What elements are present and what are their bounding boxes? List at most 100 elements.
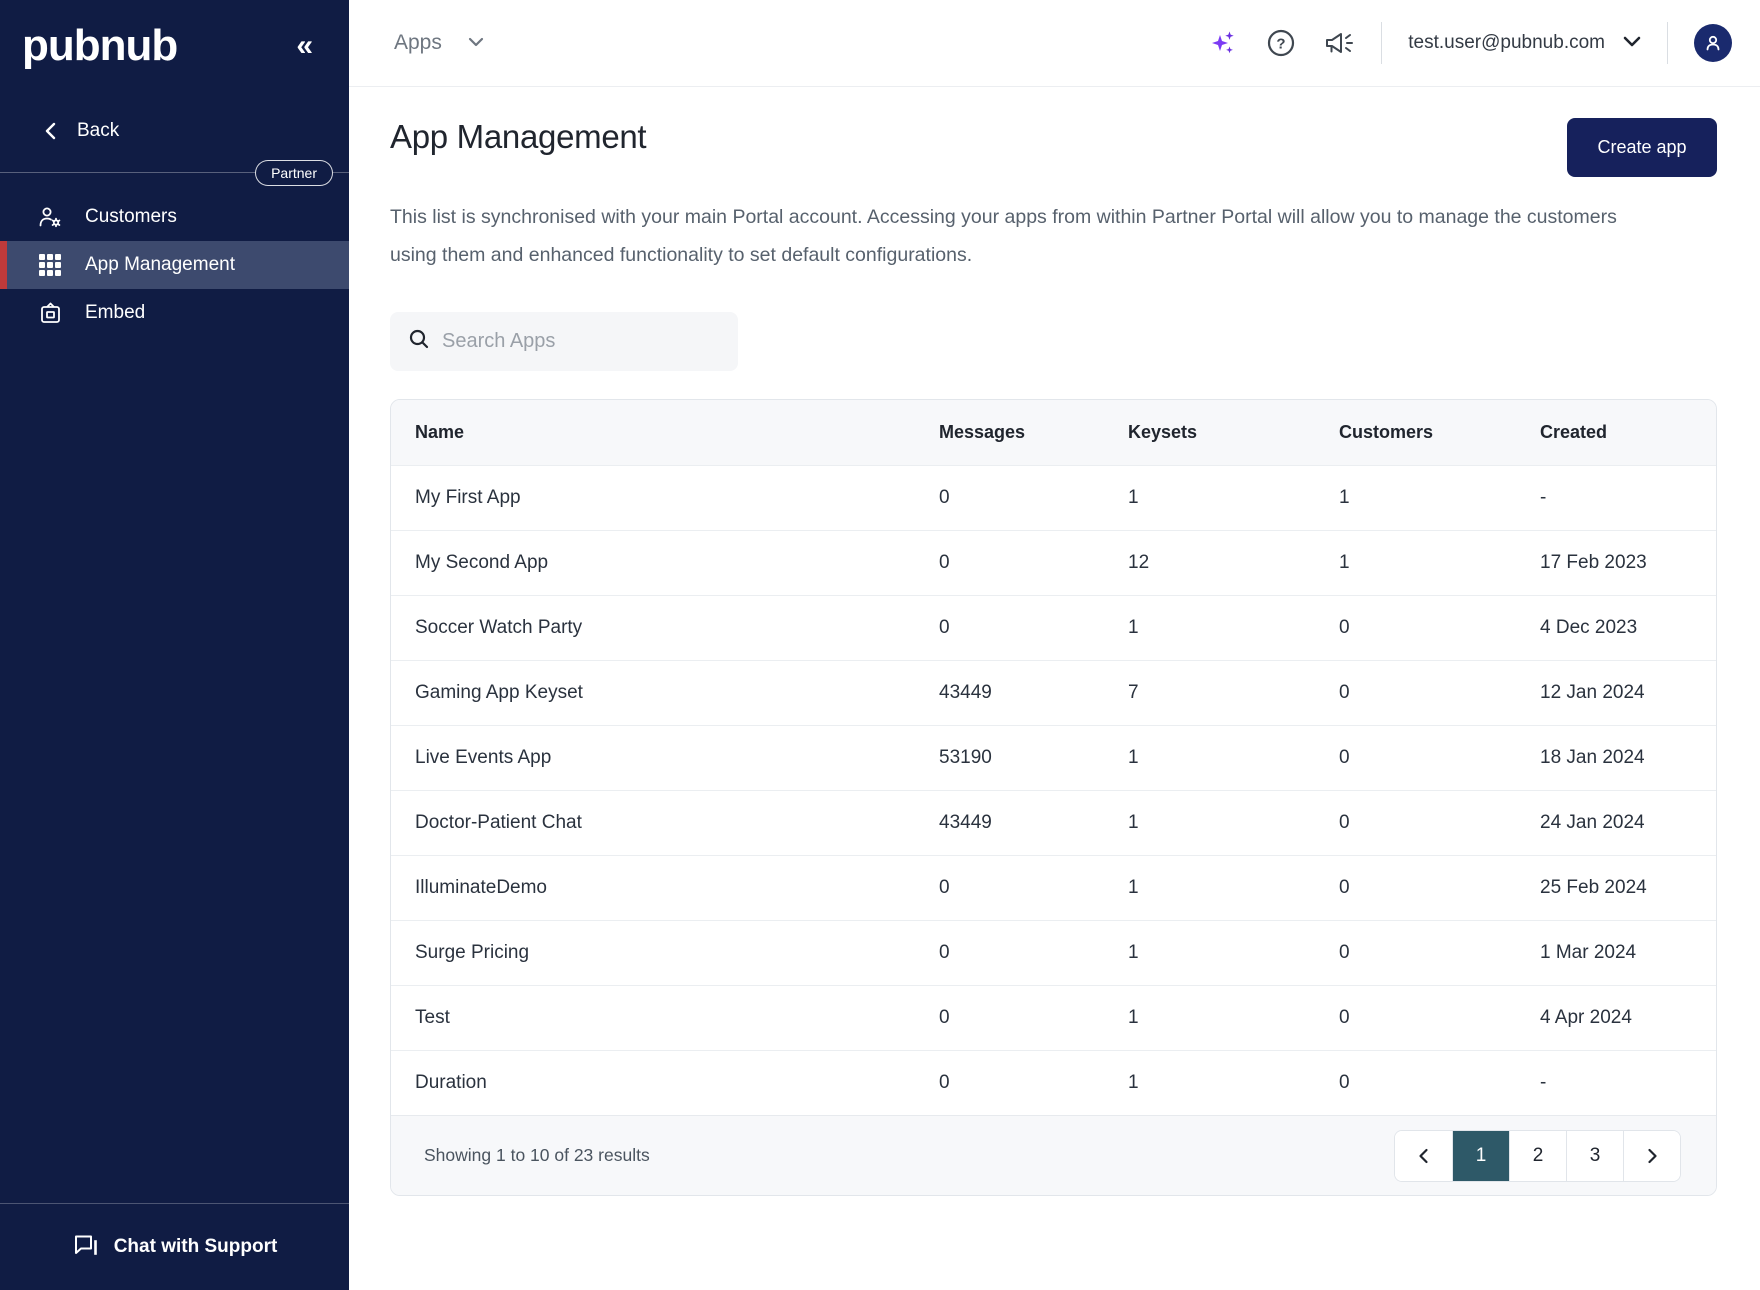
table-row[interactable]: Gaming App Keyset 43449 7 0 12 Jan 2024: [391, 660, 1716, 725]
topbar: Apps ?: [349, 0, 1760, 87]
page-button-2[interactable]: 2: [1509, 1130, 1566, 1181]
cell-keysets: 1: [1128, 942, 1139, 963]
next-page-button[interactable]: [1623, 1130, 1680, 1181]
apps-dropdown-label: Apps: [394, 31, 442, 54]
previous-page-button[interactable]: [1395, 1130, 1452, 1181]
cell-messages: 0: [939, 942, 950, 963]
cell-name: Live Events App: [415, 747, 552, 768]
sidebar: pubnub « Back Partner: [0, 0, 349, 1290]
column-header-messages: Messages: [939, 422, 1026, 442]
cell-keysets: 1: [1128, 487, 1139, 508]
cell-name: Duration: [415, 1072, 487, 1093]
apps-dropdown[interactable]: Apps: [394, 31, 484, 55]
cell-customers: 0: [1339, 812, 1350, 833]
table-row[interactable]: My First App 0 1 1 -: [391, 465, 1716, 530]
cell-created: 18 Jan 2024: [1540, 747, 1645, 768]
app-grid-icon: [37, 254, 63, 276]
chevron-down-icon: [1623, 34, 1641, 52]
column-header-name: Name: [415, 422, 465, 442]
search-apps-field[interactable]: [390, 312, 738, 371]
sidebar-item-app-management[interactable]: App Management: [0, 241, 349, 289]
sidebar-nav: Customers App Management Embed: [0, 193, 349, 337]
ai-sparkles-icon[interactable]: [1207, 27, 1239, 59]
back-button[interactable]: Back: [0, 116, 349, 146]
cell-keysets: 1: [1128, 747, 1139, 768]
cell-name: Surge Pricing: [415, 942, 530, 963]
column-header-keysets: Keysets: [1128, 422, 1198, 442]
topbar-divider: [1381, 22, 1383, 64]
sidebar-divider: Partner: [0, 159, 349, 186]
sidebar-item-label: Embed: [85, 302, 146, 323]
sidebar-item-embed[interactable]: Embed: [0, 289, 349, 337]
table-header-row: Name Messages Keysets Customers Created: [391, 400, 1716, 465]
table-row[interactable]: Test 0 1 0 4 Apr 2024: [391, 985, 1716, 1050]
cell-name: Soccer Watch Party: [415, 617, 583, 638]
cell-customers: 0: [1339, 1007, 1350, 1028]
page-description: This list is synchronised with your main…: [390, 206, 1617, 266]
page-title: App Management: [390, 118, 647, 155]
cell-customers: 0: [1339, 682, 1350, 703]
account-menu[interactable]: test.user@pubnub.com: [1408, 32, 1641, 54]
cell-customers: 0: [1339, 877, 1350, 898]
chat-with-support-button[interactable]: Chat with Support: [0, 1203, 349, 1290]
topbar-divider: [1667, 22, 1668, 64]
apps-table: Name Messages Keysets Customers Created …: [390, 399, 1717, 1196]
cell-customers: 1: [1339, 487, 1350, 508]
page-button-1[interactable]: 1: [1452, 1130, 1509, 1181]
cell-messages: 0: [939, 1007, 950, 1028]
cell-created: 25 Feb 2024: [1540, 877, 1647, 898]
chevron-left-icon: [44, 121, 57, 141]
user-avatar[interactable]: [1694, 24, 1732, 62]
sidebar-item-label: App Management: [85, 254, 235, 275]
table-row[interactable]: Live Events App 53190 1 0 18 Jan 2024: [391, 725, 1716, 790]
create-app-button[interactable]: Create app: [1567, 118, 1717, 177]
cell-created: 4 Apr 2024: [1540, 1007, 1632, 1028]
account-email: test.user@pubnub.com: [1408, 32, 1605, 53]
chevron-down-icon: [468, 34, 484, 52]
cell-messages: 53190: [939, 747, 992, 768]
cell-messages: 0: [939, 1072, 950, 1093]
table-row[interactable]: Doctor-Patient Chat 43449 1 0 24 Jan 202…: [391, 790, 1716, 855]
cell-created: -: [1540, 1072, 1547, 1093]
cell-created: -: [1540, 487, 1547, 508]
collapse-sidebar-icon[interactable]: «: [296, 29, 313, 62]
table-row[interactable]: Soccer Watch Party 0 1 0 4 Dec 2023: [391, 595, 1716, 660]
cell-name: Test: [415, 1007, 450, 1028]
cell-created: 12 Jan 2024: [1540, 682, 1645, 703]
chat-with-support-label: Chat with Support: [113, 1236, 278, 1257]
announcements-megaphone-icon[interactable]: [1323, 27, 1355, 59]
table-row[interactable]: IlluminateDemo 0 1 0 25 Feb 2024: [391, 855, 1716, 920]
table-row[interactable]: My Second App 0 12 1 17 Feb 2023: [391, 530, 1716, 595]
table-footer: Showing 1 to 10 of 23 results 1 2 3: [391, 1115, 1716, 1195]
table-row[interactable]: Surge Pricing 0 1 0 1 Mar 2024: [391, 920, 1716, 985]
sidebar-item-label: Customers: [85, 206, 177, 227]
help-icon[interactable]: ?: [1265, 27, 1297, 59]
column-header-customers: Customers: [1339, 422, 1434, 442]
cell-customers: 0: [1339, 617, 1350, 638]
results-summary: Showing 1 to 10 of 23 results: [424, 1145, 650, 1165]
svg-text:?: ?: [1277, 36, 1286, 53]
cell-created: 17 Feb 2023: [1540, 552, 1647, 573]
cell-keysets: 1: [1128, 812, 1139, 833]
cell-keysets: 1: [1128, 1072, 1139, 1093]
table-row[interactable]: Duration 0 1 0 -: [391, 1050, 1716, 1115]
cell-customers: 0: [1339, 1072, 1350, 1093]
cell-customers: 1: [1339, 552, 1350, 573]
cell-messages: 0: [939, 552, 950, 573]
page-content: App Management Create app This list is s…: [349, 87, 1760, 1290]
cell-messages: 0: [939, 617, 950, 638]
main-area: Apps ?: [349, 0, 1760, 1290]
cell-created: 4 Dec 2023: [1540, 617, 1638, 638]
cell-created: 1 Mar 2024: [1540, 942, 1637, 963]
cell-name: My First App: [415, 487, 521, 508]
customers-icon: [37, 205, 63, 229]
chat-icon: [72, 1232, 100, 1263]
cell-name: Doctor-Patient Chat: [415, 812, 582, 833]
cell-keysets: 1: [1128, 1007, 1139, 1028]
search-apps-input[interactable]: [442, 330, 720, 353]
sidebar-item-customers[interactable]: Customers: [0, 193, 349, 241]
page-button-3[interactable]: 3: [1566, 1130, 1623, 1181]
cell-name: Gaming App Keyset: [415, 682, 583, 703]
cell-customers: 0: [1339, 942, 1350, 963]
